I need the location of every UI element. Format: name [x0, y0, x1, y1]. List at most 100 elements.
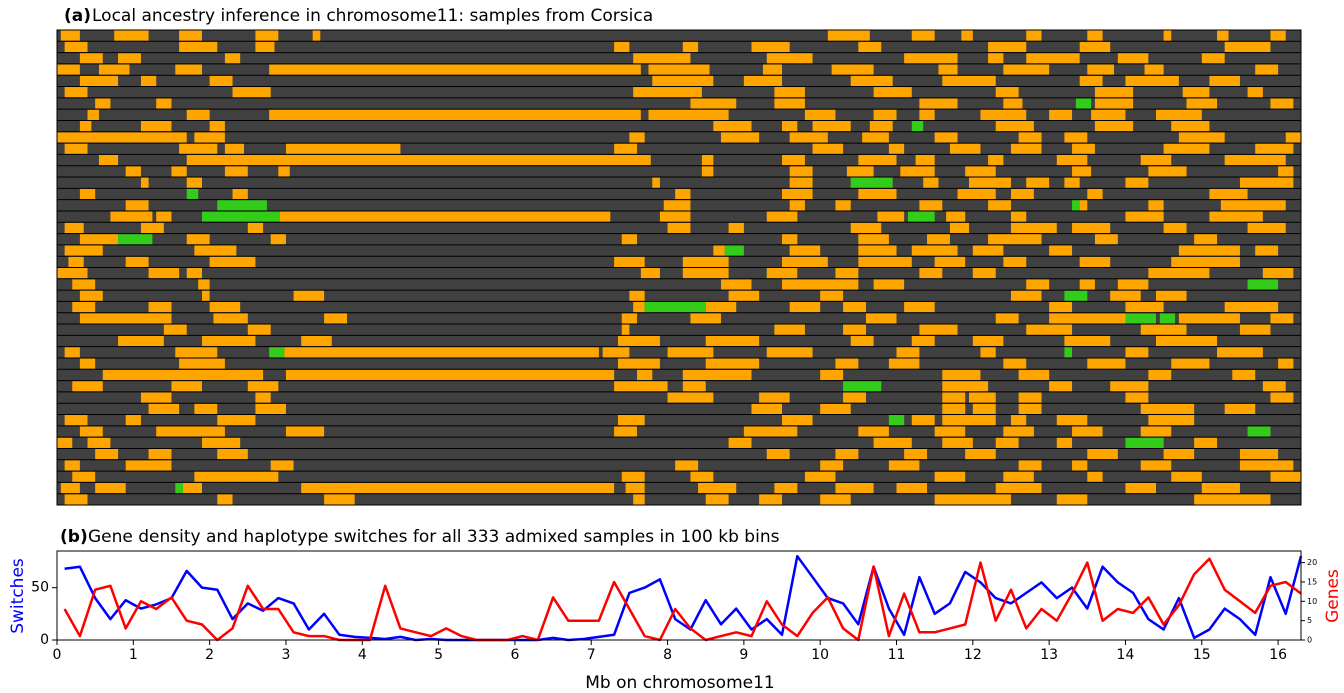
ancestry-segment	[682, 41, 699, 53]
ancestry-segment	[690, 98, 737, 109]
ancestry-segment	[202, 335, 256, 347]
ancestry-segment	[942, 392, 966, 403]
ancestry-segment	[1148, 200, 1164, 211]
ancestry-segment	[774, 324, 805, 335]
ancestry-segment	[949, 143, 981, 154]
ancestry-segment	[988, 53, 1004, 64]
ancestry-segment	[873, 437, 912, 448]
ancestry-segment	[79, 313, 172, 324]
x-tick-label: 8	[663, 647, 672, 663]
ancestry-segment	[64, 222, 84, 234]
ancestry-segment	[820, 290, 844, 301]
ancestry-segment	[652, 177, 660, 188]
ancestry-segment	[1232, 369, 1256, 381]
ancestry-segment	[766, 53, 813, 64]
x-tick-label: 9	[739, 647, 748, 663]
ancestry-segment	[877, 211, 905, 222]
ancestry-segment	[1072, 460, 1088, 471]
ancestry-segment	[98, 154, 119, 166]
ancestry-segment	[995, 120, 1034, 132]
ancestry-segment	[301, 335, 332, 347]
ancestry-segment	[72, 381, 103, 392]
ancestry-segment	[1110, 381, 1149, 392]
ancestry-segment	[804, 109, 836, 120]
ancestry-segment	[900, 166, 935, 177]
ancestry-segment	[247, 381, 279, 392]
ancestry-segment	[209, 256, 256, 267]
ancestry-segment	[1018, 132, 1042, 143]
ancestry-segment	[1091, 109, 1126, 120]
ancestry-segment	[98, 64, 130, 75]
ancestry-segment	[156, 211, 172, 222]
ancestry-segment	[224, 53, 241, 64]
ancestry-segment	[1270, 313, 1294, 324]
ancestry-segment	[927, 234, 950, 245]
ancestry-segment	[186, 188, 199, 200]
ancestry-segment	[1194, 234, 1218, 245]
x-tick-label: 5	[434, 647, 443, 663]
ancestry-segment	[1064, 177, 1080, 188]
ancestry-segment	[919, 109, 935, 120]
ancestry-segment	[1255, 64, 1279, 75]
ancestry-segment	[1217, 30, 1229, 41]
ancestry-segment	[1072, 426, 1103, 437]
ancestry-segment	[255, 403, 286, 415]
ancestry-segment	[194, 245, 237, 256]
ancestry-segment	[1018, 460, 1042, 471]
ancestry-segment	[198, 279, 210, 290]
x-tick-label: 14	[1117, 647, 1135, 663]
ancestry-segment	[87, 437, 111, 448]
y2-tick-label: 0	[1307, 636, 1312, 645]
ancestry-segment	[1079, 41, 1111, 53]
ancestry-segment	[843, 392, 866, 403]
ancestry-segment	[156, 98, 172, 109]
ancestry-segment	[293, 290, 325, 301]
ancestry-segment	[217, 415, 256, 426]
ancestry-segment	[728, 290, 760, 301]
ancestry-segment	[919, 98, 958, 109]
ancestry-segment	[621, 313, 638, 324]
ancestry-segment	[1072, 143, 1095, 154]
ancestry-segment	[57, 437, 73, 448]
ancestry-segment	[1018, 403, 1042, 415]
ancestry-segment	[1087, 448, 1118, 460]
ancestry-segment	[1182, 87, 1210, 98]
ancestry-segment	[1049, 313, 1126, 324]
ancestry-segment	[602, 347, 630, 358]
ancestry-segment	[1148, 415, 1195, 426]
ancestry-segment	[1220, 200, 1286, 211]
ancestry-segment	[1163, 30, 1172, 41]
ancestry-segment	[79, 120, 92, 132]
x-tick-label: 11	[888, 647, 906, 663]
ancestry-segment	[1087, 64, 1115, 75]
ancestry-segment	[633, 87, 702, 98]
ancestry-segment	[934, 494, 1011, 505]
ancestry-segment	[949, 222, 970, 234]
ancestry-segment	[278, 166, 290, 177]
ancestry-segment	[762, 64, 783, 75]
ancestry-segment	[179, 358, 225, 369]
ancestry-segment	[667, 347, 714, 358]
ancestry-segment	[1155, 109, 1202, 120]
ancestry-segment	[1010, 143, 1042, 154]
ancestry-segment	[690, 313, 721, 324]
ancestry-segment	[118, 53, 141, 64]
x-axis-label: Mb on chromosome11	[585, 673, 774, 693]
ancestry-segment	[888, 143, 905, 154]
ancestry-segment	[675, 188, 691, 200]
ancestry-segment	[835, 200, 851, 211]
ancestry-segment	[1148, 369, 1172, 381]
ancestry-segment	[1072, 200, 1080, 211]
ancestry-segment	[1072, 166, 1092, 177]
ancestry-segment	[1247, 222, 1286, 234]
ancestry-segment	[614, 143, 638, 154]
ancestry-segment	[789, 166, 813, 177]
ancestry-segment	[95, 98, 111, 109]
ancestry-segment	[789, 177, 813, 188]
ancestry-segment	[858, 426, 889, 437]
ancestry-segment	[782, 120, 798, 132]
ancestry-segment	[751, 41, 790, 53]
ancestry-segment	[789, 245, 821, 256]
ancestry-segment	[79, 75, 119, 87]
ancestry-segment	[1003, 64, 1050, 75]
